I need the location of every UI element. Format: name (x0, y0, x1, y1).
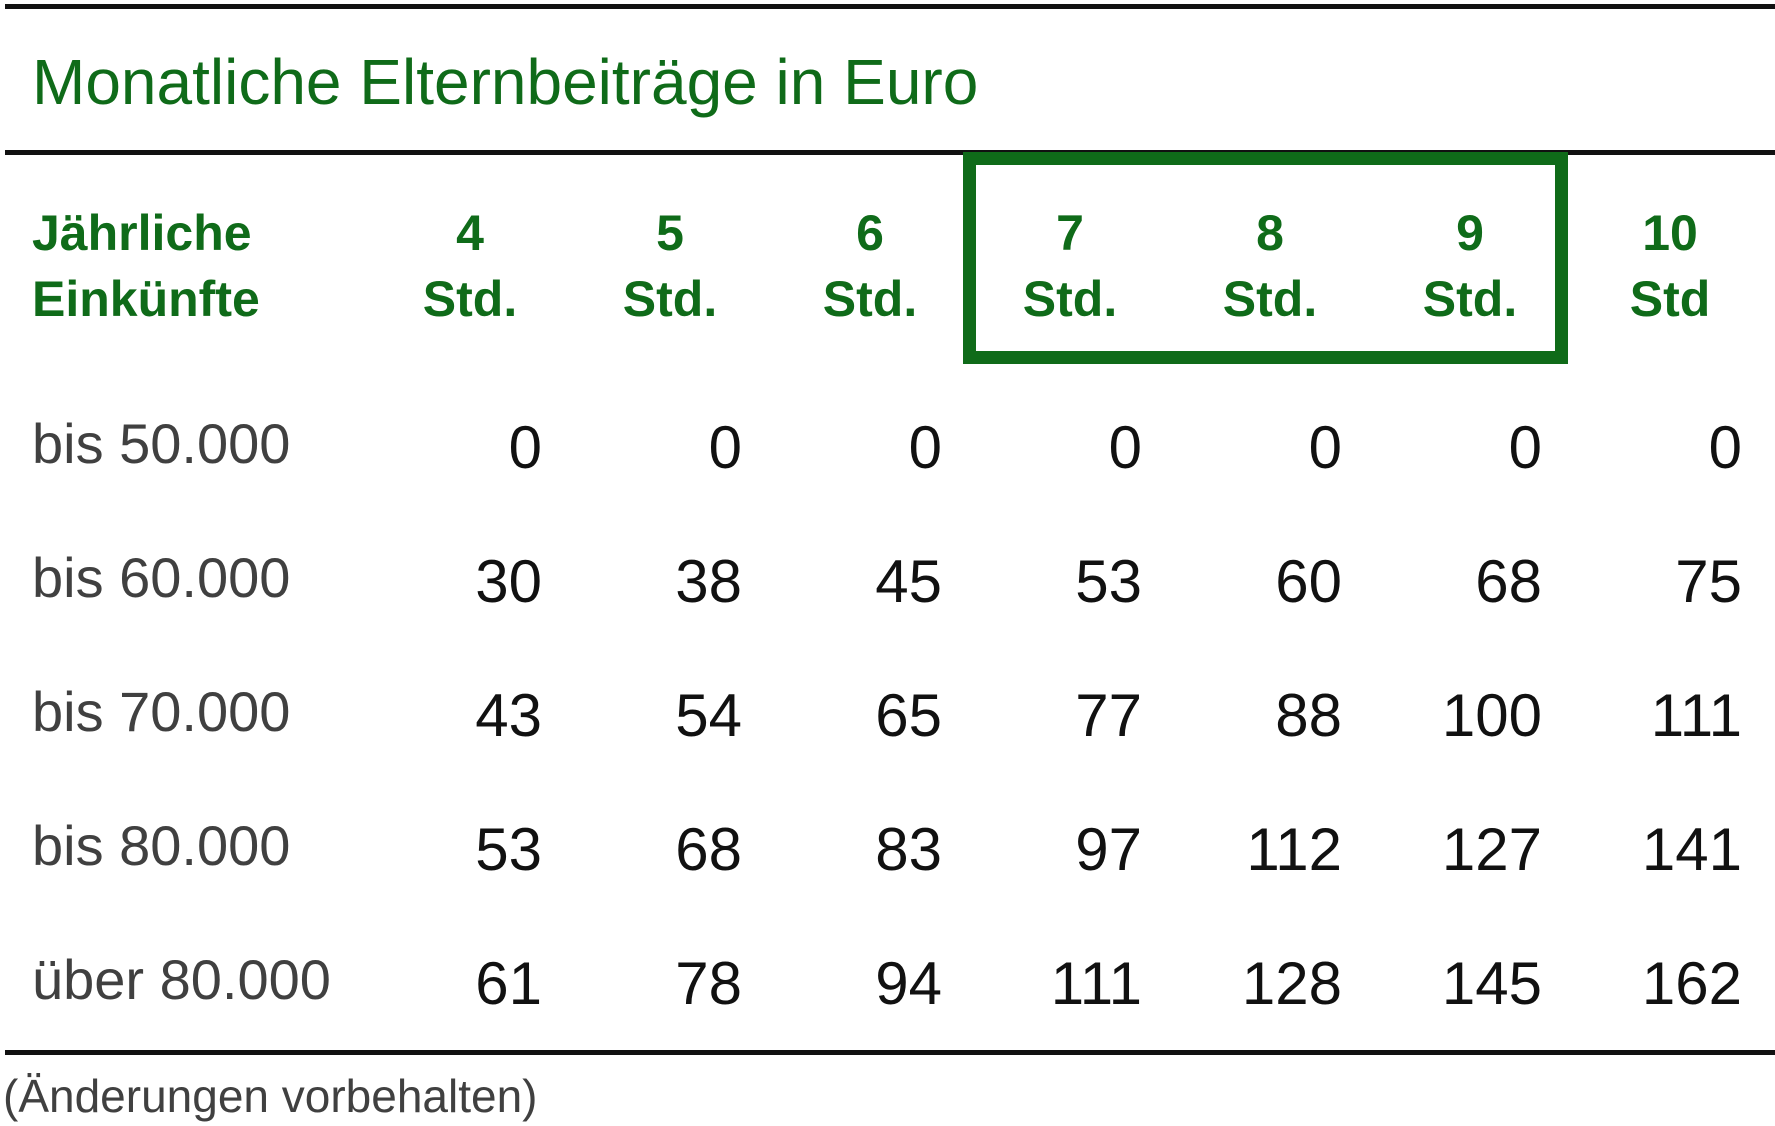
table-cell: 111 (1050, 950, 1142, 1017)
table-cell: 97 (1075, 816, 1142, 883)
table-cell: 78 (675, 950, 742, 1017)
table-cell: 0 (1108, 414, 1142, 481)
table-cell: 83 (875, 816, 942, 883)
table-cell: 145 (1441, 950, 1542, 1017)
column-header-number: 8 (1256, 205, 1284, 261)
column-header-6: 6 Std. (795, 200, 945, 332)
table-cell: 61 (475, 950, 542, 1017)
table-cell: 30 (475, 548, 542, 615)
table-cell: 128 (1241, 950, 1342, 1017)
row-label: bis 80.000 (32, 814, 291, 877)
column-header-9: 9 Std. (1395, 200, 1545, 332)
table-cell: 68 (1475, 548, 1542, 615)
row-label-header: Jährliche Einkünfte (32, 200, 260, 332)
table-cell: 111 (1650, 682, 1742, 749)
column-header-10: 10 Std (1595, 200, 1745, 332)
column-header-number: 7 (1056, 205, 1084, 261)
table-cell: 77 (1075, 682, 1142, 749)
table-cell: 162 (1641, 950, 1742, 1017)
table-cell: 45 (875, 548, 942, 615)
row-label: bis 50.000 (32, 412, 291, 475)
column-header-number: 5 (656, 205, 684, 261)
column-header-unit: Std. (1422, 271, 1518, 327)
table-title: Monatliche Elternbeiträge in Euro (32, 46, 979, 118)
table-cell: 75 (1675, 548, 1742, 615)
column-header-unit: Std. (1022, 271, 1118, 327)
column-header-unit: Std. (822, 271, 918, 327)
column-header-5: 5 Std. (595, 200, 745, 332)
table-row: bis 50.000 0 0 0 0 0 0 0 (0, 404, 1775, 514)
column-header-number: 4 (456, 205, 484, 261)
header-rule (5, 150, 1775, 155)
table-cell: 0 (908, 414, 942, 481)
column-header-unit: Std. (622, 271, 718, 327)
column-header-unit: Std. (1222, 271, 1318, 327)
table-cell: 38 (675, 548, 742, 615)
column-header-unit: Std (1629, 271, 1711, 327)
table-cell: 94 (875, 950, 942, 1017)
column-header-number: 9 (1456, 205, 1484, 261)
row-label: über 80.000 (32, 948, 331, 1011)
table-cell: 0 (1508, 414, 1542, 481)
row-label-header-line2: Einkünfte (32, 271, 260, 327)
table-cell: 53 (475, 816, 542, 883)
bottom-rule (5, 1050, 1775, 1055)
top-rule (5, 4, 1775, 9)
table-row: bis 70.000 43 54 65 77 88 100 111 (0, 672, 1775, 782)
table-cell: 141 (1641, 816, 1742, 883)
table-cell: 60 (1275, 548, 1342, 615)
table-cell: 0 (1308, 414, 1342, 481)
table-cell: 100 (1441, 682, 1542, 749)
column-header-8: 8 Std. (1195, 200, 1345, 332)
column-header-4: 4 Std. (395, 200, 545, 332)
table-cell: 88 (1275, 682, 1342, 749)
table-cell: 65 (875, 682, 942, 749)
table-cell: 0 (708, 414, 742, 481)
table-cell: 0 (508, 414, 542, 481)
row-label-header-line1: Jährliche (32, 205, 252, 261)
table-row: bis 80.000 53 68 83 97 112 127 141 (0, 806, 1775, 916)
row-label: bis 60.000 (32, 546, 291, 609)
table-cell: 112 (1246, 816, 1342, 883)
row-label: bis 70.000 (32, 680, 291, 743)
table-row: bis 60.000 30 38 45 53 60 68 75 (0, 538, 1775, 648)
column-header-number: 6 (856, 205, 884, 261)
table-cell: 53 (1075, 548, 1142, 615)
table-cell: 68 (675, 816, 742, 883)
highlight-box (963, 152, 1568, 364)
table-cell: 54 (675, 682, 742, 749)
table-cell: 43 (475, 682, 542, 749)
column-header-unit: Std. (422, 271, 518, 327)
column-header-number: 10 (1642, 205, 1698, 261)
table-row: über 80.000 61 78 94 111 128 145 162 (0, 940, 1775, 1050)
table-cell: 127 (1441, 816, 1542, 883)
table-cell: 0 (1708, 414, 1742, 481)
footnote: (Änderungen vorbehalten) (3, 1070, 538, 1122)
column-header-7: 7 Std. (995, 200, 1145, 332)
